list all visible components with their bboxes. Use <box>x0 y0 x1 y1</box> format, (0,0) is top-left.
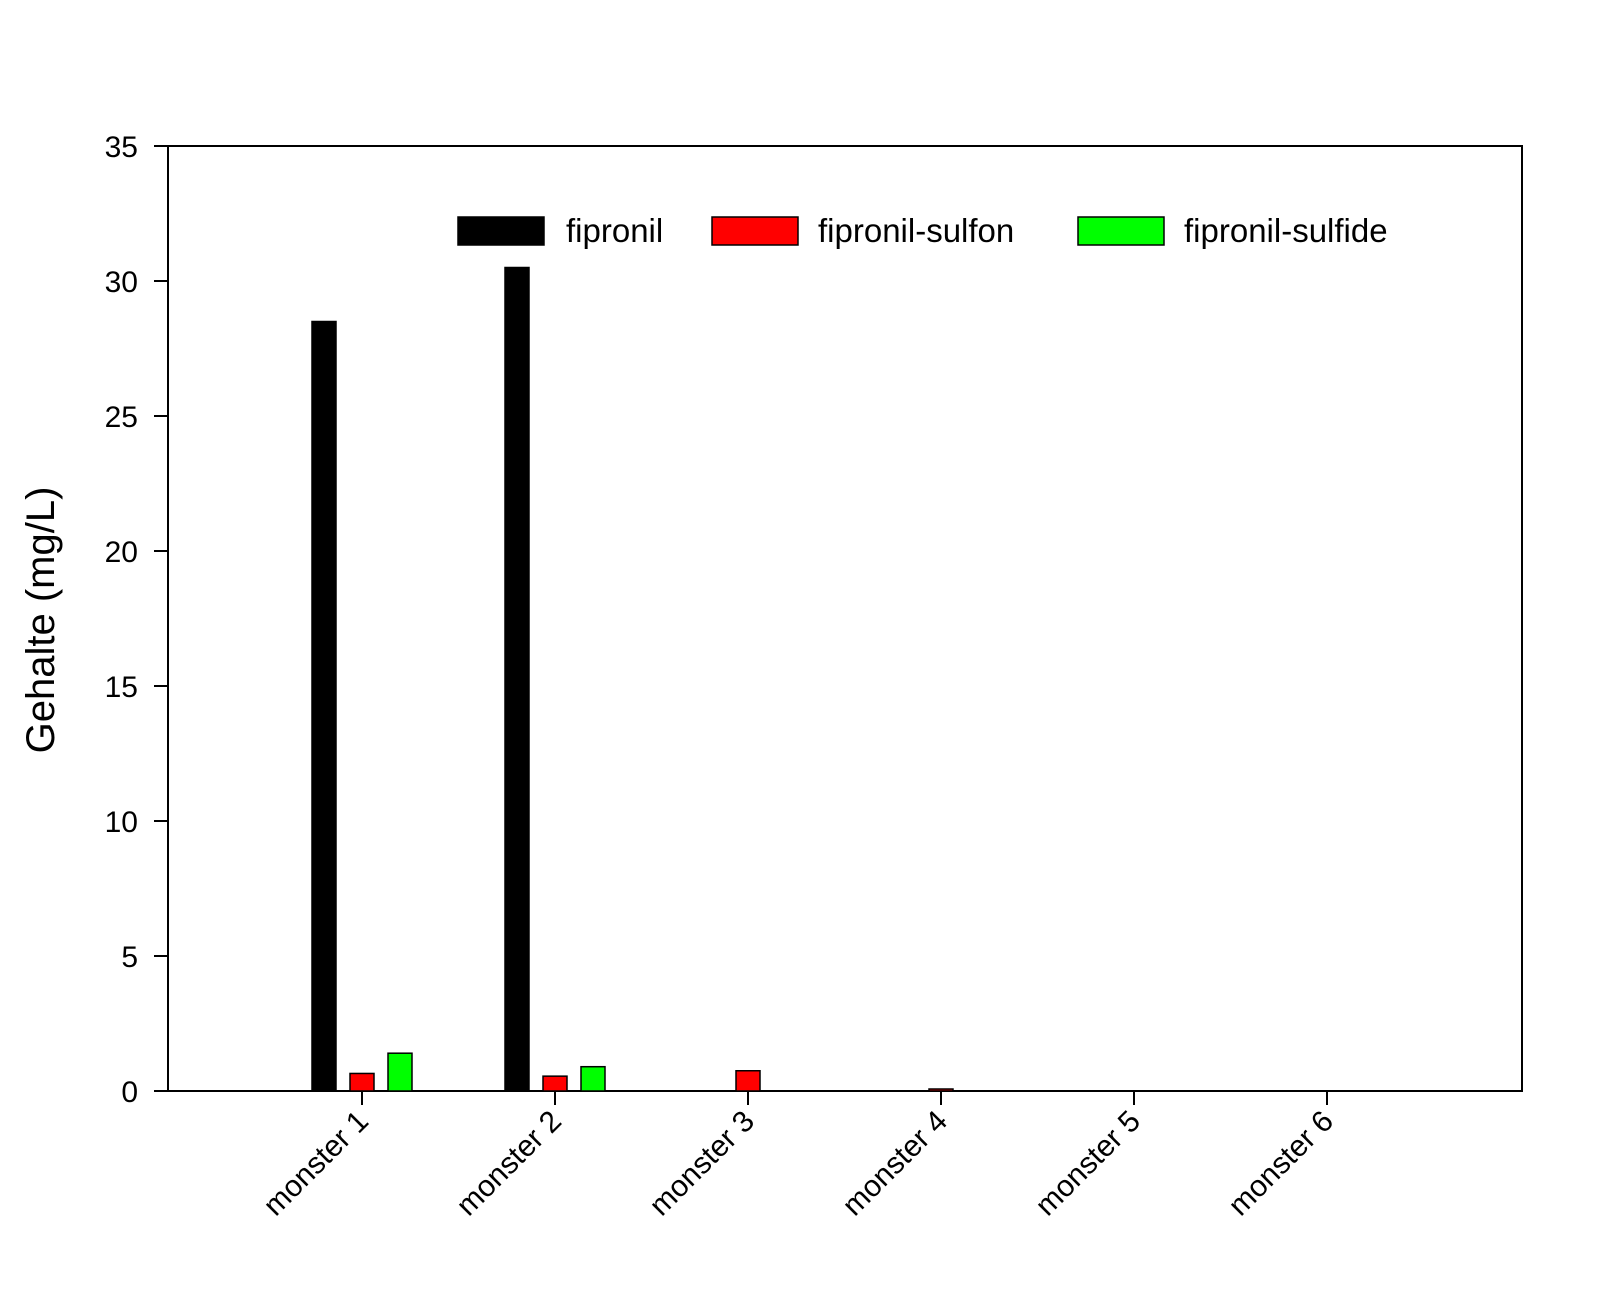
legend-label-fipronil-sulfon: fipronil-sulfon <box>818 212 1014 249</box>
y-tick-label: 20 <box>105 536 138 569</box>
legend-swatch-fipronil-sulfide <box>1077 216 1165 246</box>
legend-label-fipronil-sulfide: fipronil-sulfide <box>1184 212 1388 249</box>
y-axis-title: Gehalte (mg/L) <box>19 487 63 754</box>
y-tick-label: 25 <box>105 401 138 434</box>
bar-fipronil-sulfon-monster-1 <box>349 1072 375 1092</box>
legend-swatch-fipronil <box>457 216 545 246</box>
x-tick-label: monster 1 <box>257 1105 375 1223</box>
bar-fipronil-sulfide-monster-1 <box>387 1052 413 1092</box>
legend-label-fipronil: fipronil <box>566 212 663 249</box>
plot-frame <box>167 145 1523 1092</box>
x-tick-label: monster 5 <box>1029 1105 1147 1223</box>
bar-fipronil-sulfide-monster-2 <box>580 1065 606 1092</box>
y-tick-label: 5 <box>121 941 138 974</box>
y-tick-label: 10 <box>105 806 138 839</box>
bar-fipronil-sulfon-monster-2 <box>542 1075 568 1092</box>
x-tick-label: monster 3 <box>643 1105 761 1223</box>
x-tick-label: monster 2 <box>450 1105 568 1223</box>
y-tick-label: 30 <box>105 266 138 299</box>
y-tick-label: 35 <box>105 131 138 164</box>
x-tick-label: monster 4 <box>836 1105 954 1223</box>
bar-fipronil-sulfon-monster-3 <box>735 1070 761 1092</box>
legend-swatch-fipronil-sulfon <box>711 216 799 246</box>
bar-fipronil-monster-1 <box>311 320 337 1092</box>
x-tick-label: monster 6 <box>1222 1105 1340 1223</box>
y-tick-label: 15 <box>105 671 138 704</box>
bar-fipronil-sulfon-monster-4 <box>928 1088 954 1092</box>
y-tick-label: 0 <box>121 1076 138 1109</box>
bar-fipronil-monster-2 <box>504 266 530 1092</box>
